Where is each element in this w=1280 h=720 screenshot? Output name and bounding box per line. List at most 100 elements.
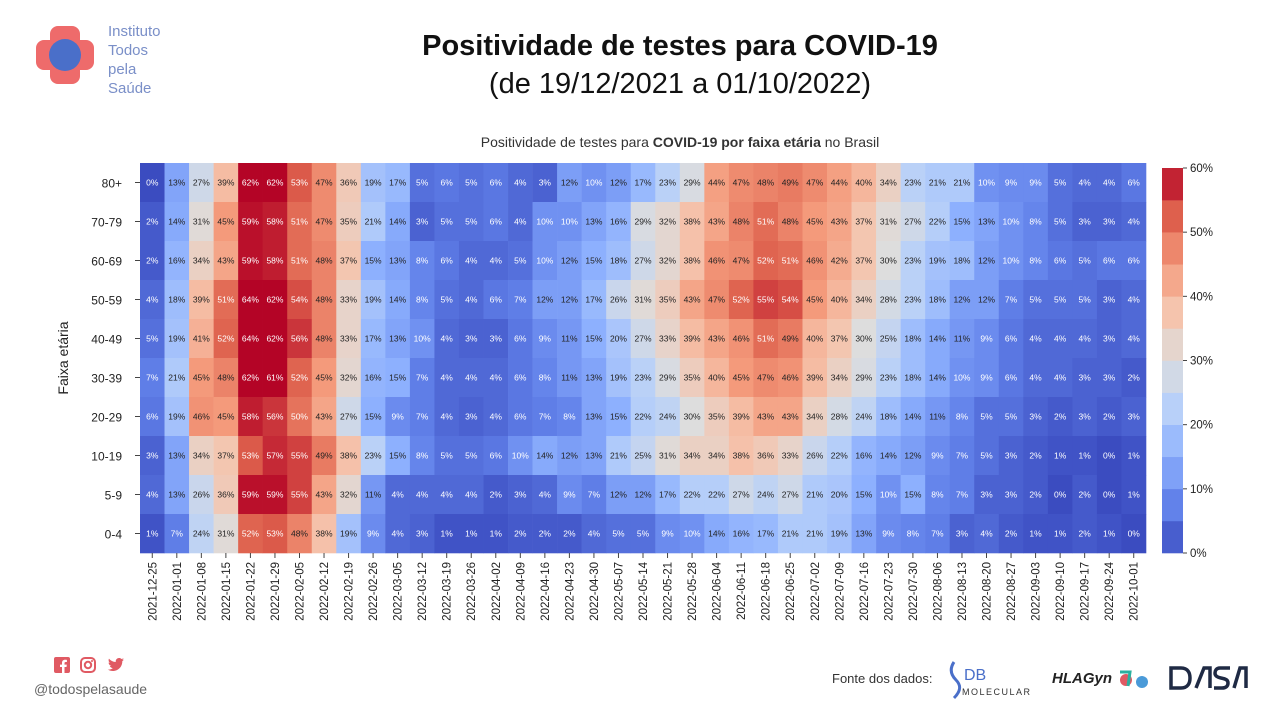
- heatmap-cell: [851, 280, 877, 320]
- heatmap-cell: [262, 436, 288, 476]
- twitter-icon[interactable]: [107, 657, 125, 678]
- x-tick-label: 2022-09-10: [1055, 562, 1067, 621]
- db-sub-text: MOLECULAR: [962, 687, 1032, 697]
- heatmap-cell: [532, 397, 558, 437]
- cell-value-label: 23%: [365, 451, 382, 461]
- cell-value-label: 14%: [880, 451, 897, 461]
- heatmap-cell: [140, 280, 165, 320]
- heatmap-cell: [311, 514, 337, 554]
- cell-value-label: 47%: [708, 295, 725, 305]
- cell-value-label: 6%: [1128, 256, 1141, 266]
- cell-value-label: 14%: [904, 412, 921, 422]
- cell-value-label: 38%: [316, 529, 333, 539]
- cell-value-label: 3%: [490, 334, 503, 344]
- heatmap-cell: [679, 163, 705, 203]
- logo-cross-icon: [36, 26, 94, 84]
- heatmap-cell: [704, 280, 730, 320]
- cell-value-label: 15%: [953, 217, 970, 227]
- heatmap-cell: [777, 514, 803, 554]
- heatmap-cell: [630, 202, 656, 242]
- heatmap-cell: [262, 397, 288, 437]
- cell-value-label: 2%: [1079, 490, 1092, 500]
- cell-value-label: 4%: [1029, 373, 1042, 383]
- cell-value-label: 45%: [193, 373, 210, 383]
- heatmap-cell: [140, 475, 165, 515]
- cell-value-label: 61%: [266, 373, 283, 383]
- heatmap-cell: [777, 280, 803, 320]
- cell-value-label: 31%: [217, 529, 234, 539]
- social-handle[interactable]: @todospelasaude: [34, 681, 148, 697]
- colorbar-tick-label: 60%: [1190, 163, 1213, 175]
- heatmap-cell: [753, 358, 779, 398]
- facebook-icon[interactable]: [54, 657, 70, 678]
- cell-value-label: 62%: [266, 295, 283, 305]
- cell-value-label: 2%: [146, 217, 159, 227]
- heatmap-cell: [213, 241, 239, 281]
- cell-value-label: 3%: [980, 490, 993, 500]
- cell-value-label: 1%: [1054, 451, 1067, 461]
- colorbar-segment: [1162, 392, 1183, 425]
- heatmap-cell: [311, 241, 337, 281]
- heatmap-cell: [925, 514, 951, 554]
- cell-value-label: 64%: [242, 295, 259, 305]
- y-tick-label: 5-9: [105, 489, 123, 503]
- cell-value-label: 37%: [217, 451, 234, 461]
- heatmap-cell: [532, 514, 558, 554]
- heatmap-cell: [1121, 475, 1147, 515]
- cell-value-label: 59%: [242, 256, 259, 266]
- cell-value-label: 35%: [659, 295, 676, 305]
- colorbar-segment: [1162, 424, 1183, 458]
- cell-value-label: 24%: [757, 490, 774, 500]
- cell-value-label: 4%: [1103, 178, 1116, 188]
- cell-value-label: 9%: [563, 490, 576, 500]
- colorbar-segment: [1162, 360, 1183, 393]
- cell-value-label: 8%: [907, 529, 920, 539]
- cell-value-label: 16%: [365, 373, 382, 383]
- cell-value-label: 3%: [1103, 295, 1116, 305]
- db-molecular-logo: DB MOLECULAR: [948, 660, 1038, 705]
- cell-value-label: 4%: [1079, 334, 1092, 344]
- logo-line: pela: [108, 61, 137, 78]
- cell-value-label: 4%: [146, 295, 159, 305]
- cell-value-label: 11%: [365, 490, 382, 500]
- cell-value-label: 53%: [266, 529, 283, 539]
- cell-value-label: 4%: [391, 529, 404, 539]
- x-tick-label: 2022-08-06: [932, 562, 944, 621]
- cell-value-label: 51%: [291, 217, 308, 227]
- heatmap-cell: [974, 202, 1000, 242]
- cell-value-label: 2%: [1029, 490, 1042, 500]
- heatmap-cell: [679, 397, 705, 437]
- cell-value-label: 21%: [806, 490, 823, 500]
- cell-value-label: 26%: [610, 295, 627, 305]
- cell-value-label: 4%: [1128, 217, 1141, 227]
- heatmap-cell: [213, 358, 239, 398]
- heatmap-cell: [360, 358, 386, 398]
- cell-value-label: 26%: [193, 490, 210, 500]
- cell-value-label: 0%: [146, 178, 159, 188]
- heatmap-cell: [876, 436, 901, 476]
- heatmap-cell: [483, 475, 509, 515]
- heatmap-cell: [483, 397, 509, 437]
- heatmap-cell: [802, 241, 828, 281]
- heatmap-cell: [262, 475, 288, 515]
- cell-value-label: 13%: [978, 217, 995, 227]
- heatmap-cell: [606, 397, 632, 437]
- heatmap-cell: [238, 436, 263, 476]
- heatmap-cell: [336, 319, 362, 359]
- instagram-icon[interactable]: [80, 657, 97, 678]
- cell-value-label: 10%: [585, 178, 602, 188]
- heatmap-cell: [974, 514, 1000, 554]
- cell-value-label: 53%: [242, 451, 259, 461]
- logo-text: Instituto Todos pela Saúde: [108, 22, 161, 98]
- cell-value-label: 46%: [733, 334, 750, 344]
- cell-value-label: 4%: [465, 295, 478, 305]
- cell-value-label: 9%: [980, 334, 993, 344]
- cell-value-label: 13%: [168, 451, 185, 461]
- colorbar-segment: [1162, 264, 1183, 297]
- heatmap-cell: [949, 163, 975, 203]
- cell-value-label: 9%: [1029, 178, 1042, 188]
- heatmap-cell: [1096, 202, 1122, 242]
- heatmap-cell: [360, 436, 386, 476]
- cell-value-label: 54%: [782, 295, 799, 305]
- heatmap-cell: [434, 358, 460, 398]
